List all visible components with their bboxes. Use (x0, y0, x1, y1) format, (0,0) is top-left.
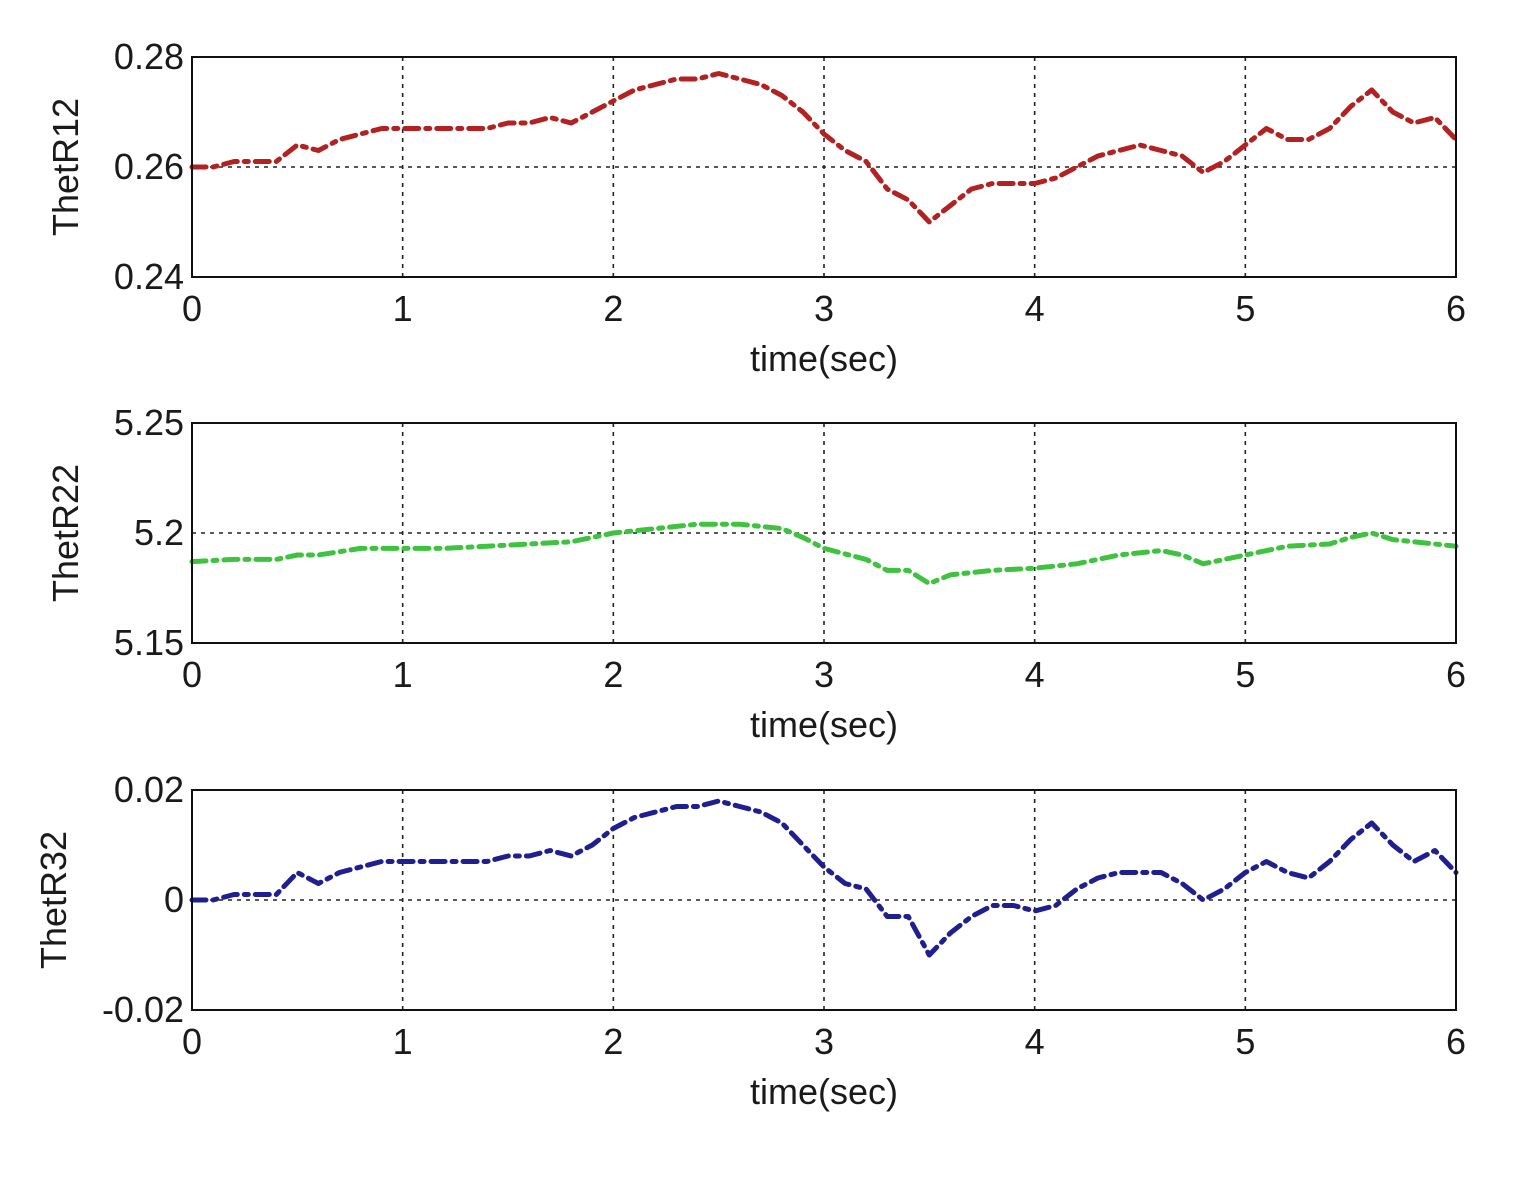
x-tick-label: 0 (182, 654, 202, 695)
x-tick-label: 1 (393, 654, 413, 695)
grid-lines (192, 423, 1456, 643)
series-line (189, 521, 1459, 587)
x-tick-label: 3 (814, 1021, 834, 1062)
x-tick-label: 4 (1025, 654, 1045, 695)
y-tick-labels: -0.02 0 0.02 (102, 769, 184, 1030)
plot-frame (191, 422, 1457, 644)
y-tick-label: 0.26 (114, 146, 184, 187)
y-tick-label: 0.28 (114, 36, 184, 77)
x-tick-label: 4 (1025, 288, 1045, 329)
x-tick-label: 2 (603, 654, 623, 695)
x-tick-label: 0 (182, 1021, 202, 1062)
x-tick-labels: 0 1 2 3 4 5 6 (182, 1021, 1466, 1062)
x-axis-label: time(sec) (750, 704, 898, 745)
y-tick-labels: 0.24 0.26 0.28 (114, 36, 184, 297)
x-tick-label: 1 (393, 1021, 413, 1062)
y-tick-labels: 5.15 5.2 5.25 (114, 402, 184, 663)
y-axis-label: ThetR32 (33, 831, 74, 969)
x-tick-label: 3 (814, 654, 834, 695)
plot-frame (191, 789, 1457, 1011)
panel-thetr22: 0 1 2 3 4 5 6 5.15 5.2 5.25 time(sec) ThetR22 (45, 402, 1466, 745)
y-tick-label: -0.02 (102, 989, 184, 1030)
series-line (189, 71, 1459, 225)
y-tick-label: 0 (164, 879, 184, 920)
grid-lines (192, 790, 1456, 1010)
x-tick-label: 3 (814, 288, 834, 329)
x-tick-label: 2 (603, 1021, 623, 1062)
series-layer (189, 521, 1459, 587)
x-tick-label: 6 (1446, 288, 1466, 329)
x-tick-label: 5 (1235, 1021, 1255, 1062)
grid-lines (192, 57, 1456, 277)
series-layer (189, 798, 1459, 958)
plot-frame (191, 56, 1457, 278)
y-tick-label: 5.25 (114, 402, 184, 443)
x-tick-label: 0 (182, 288, 202, 329)
x-tick-label: 4 (1025, 1021, 1045, 1062)
x-tick-label: 2 (603, 288, 623, 329)
x-tick-label: 6 (1446, 654, 1466, 695)
series-layer (189, 71, 1459, 225)
y-tick-label: 5.15 (114, 622, 184, 663)
x-tick-labels: 0 1 2 3 4 5 6 (182, 654, 1466, 695)
y-tick-label: 0.24 (114, 256, 184, 297)
x-tick-labels: 0 1 2 3 4 5 6 (182, 288, 1466, 329)
panel-thetr12: 0 1 2 3 4 5 6 0.24 0.26 0.28 time(sec) ThetR12 (45, 36, 1466, 379)
y-axis-label: ThetR22 (45, 464, 86, 602)
x-tick-label: 5 (1235, 654, 1255, 695)
x-tick-label: 5 (1235, 288, 1255, 329)
x-axis-label: time(sec) (750, 338, 898, 379)
y-tick-label: 5.2 (134, 512, 184, 553)
y-tick-label: 0.02 (114, 769, 184, 810)
x-tick-label: 6 (1446, 1021, 1466, 1062)
x-axis-label: time(sec) (750, 1071, 898, 1112)
y-axis-label: ThetR12 (45, 98, 86, 236)
series-line (189, 798, 1459, 958)
x-tick-label: 1 (393, 288, 413, 329)
